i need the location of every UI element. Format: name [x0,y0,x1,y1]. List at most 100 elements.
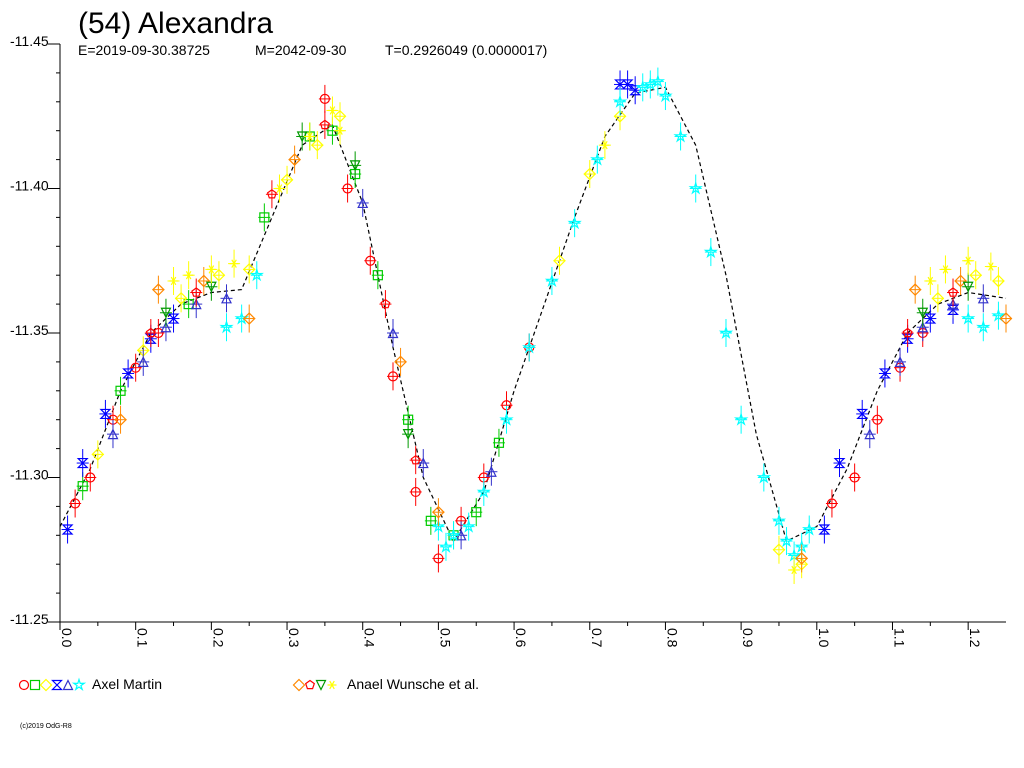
data-point-star [476,484,491,499]
data-point-triangle-up [977,292,989,304]
data-point-square [471,507,482,518]
legend-label-axel-martin: Axel Martin [92,676,162,692]
data-point-pentagon [947,287,959,297]
data-point-star [658,88,673,103]
legend-symbol-diamond [39,678,53,692]
data-point-triangle-up [221,292,232,304]
data-point-asterisk [940,265,950,274]
data-point-pentagon [319,119,330,130]
data-point-triangle-up [917,321,929,333]
legend-symbol-star [71,677,87,692]
data-point-circle [130,362,141,373]
data-point-hourglass [99,408,112,420]
y-tick-label: -11.25 [10,611,49,627]
data-point-triangle-up [417,457,429,469]
data-point-circle [433,553,444,564]
data-point-star [635,79,650,94]
data-point-asterisk [305,132,315,141]
data-point-diamond [772,543,786,557]
data-point-circle [872,414,883,425]
data-point-star [590,152,605,166]
data-point-asterisk [327,106,337,115]
data-point-asterisk [229,259,239,268]
x-tick-label: 0.8 [664,628,680,648]
data-point-pentagon [145,327,156,338]
data-point-triangle-up [894,356,906,367]
data-point-diamond [613,109,627,123]
x-tick-label: 1.0 [816,628,832,648]
data-point-hourglass [61,524,74,535]
data-point-triangle-up [190,298,202,310]
model-curve-group [59,86,1007,543]
data-point-diamond [908,283,922,296]
x-tick-label: 0.5 [437,628,453,648]
data-point-pentagon [410,454,421,465]
x-tick-label: 0.9 [740,628,756,648]
data-point-star [673,129,688,143]
data-point-diamond [91,448,105,461]
data-point-triangle-up [947,298,959,310]
data-point-asterisk [274,184,284,193]
data-point-star [544,273,560,288]
legend-group-anael-wunsche [292,678,337,692]
axes [59,44,1006,623]
data-point-star [650,74,666,88]
data-point-circle [85,472,96,483]
chart-title: (54) Alexandra [78,7,273,40]
legend-symbol-triangle-down [315,679,327,691]
data-point-star [219,319,234,334]
data-point-circle [387,371,399,382]
legend-symbol-square [29,679,41,691]
data-point-diamond [310,138,324,152]
data-point-circle [849,472,860,483]
data-point-diamond [553,254,566,268]
data-point-diamond [197,274,211,288]
copyright-text: (c)2019 OdG-R8 [20,723,72,730]
data-point-star [976,319,991,334]
x-ticks: 0.0 0.1 0.2 0.3 0.4 0.5 0.6 0.7 0.8 0.9 1.0 1.1 1.2 [59,622,983,648]
data-point-square [115,385,126,396]
data-point-star [643,77,658,91]
data-point-square [372,270,383,281]
data-point-diamond [795,552,809,565]
x-tick-label: 0.0 [59,628,75,648]
data-point-triangle-up [137,356,149,367]
data-point-star [612,94,628,108]
data-point-pentagon [902,327,913,338]
data-point-asterisk [789,565,799,575]
data-point-circle [826,498,838,509]
data-point-star [733,412,749,426]
legend-symbol-circle [18,679,30,691]
data-point-star [991,308,1006,322]
legend-symbol-asterisk [327,680,337,690]
data-point-hourglass [947,304,959,315]
data-point-hourglass [614,79,626,90]
x-tick-label: 1.1 [891,628,907,648]
data-point-square [259,212,270,223]
data-point-star [688,180,703,195]
data-point-asterisk [335,126,345,135]
data-point-pentagon [380,298,391,309]
data-point-diamond [288,153,301,166]
data-point-hourglass [901,333,914,344]
data-point-hourglass [878,368,891,379]
legend-label-anael-wunsche: Anael Wunsche et al. [347,676,479,692]
data-point-star [567,215,582,230]
subtitle-model: M=2042-09-30 [255,42,347,58]
legend-symbol-hourglass [51,679,63,691]
data-point-asterisk [963,256,973,265]
data-point-star [771,513,787,527]
data-point-diamond [174,291,188,305]
data-point-diamond [999,312,1013,325]
data-point-star [756,469,772,484]
data-point-asterisk [184,271,194,280]
data-point-triangle-down [962,281,974,293]
data-point-triangle-up [107,428,119,440]
legend-group-axel-martin [18,677,87,692]
data-point-asterisk [169,276,179,286]
x-tick-label: 0.1 [135,628,151,648]
data-point-diamond [992,274,1005,288]
model-curve [59,86,1007,543]
data-point-star [249,267,264,282]
